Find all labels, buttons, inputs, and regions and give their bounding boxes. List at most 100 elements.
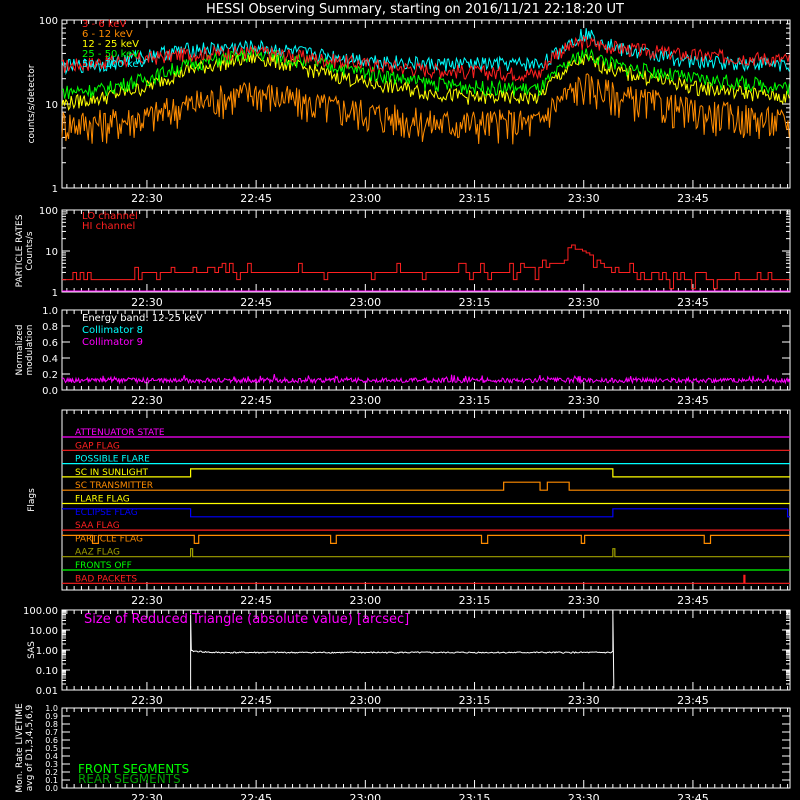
flag-label: BAD PACKETS [75, 574, 137, 584]
y-tick-label: 0.4 [45, 752, 58, 761]
y-axis-label-particle: PARTICLE RATESCounts/s [15, 214, 35, 287]
x-tick-label: 22:45 [240, 192, 272, 205]
series-line-LOchannel [62, 244, 790, 290]
y-tick-label: 10 [45, 247, 58, 258]
figure-title: HESSI Observing Summary, starting on 201… [206, 2, 624, 17]
flag-label: SC TRANSMITTER [75, 481, 153, 491]
legend-entry: HI channel [82, 221, 135, 232]
legend-entry: 3 - 6 keV [82, 19, 126, 30]
legend-entry: 6 - 12 keV [82, 29, 133, 40]
legend-entry: Size of Reduced Triangle (absolute value… [84, 612, 409, 627]
flag-line-aaz-flag [62, 548, 790, 558]
y-tick-label: 0.6 [45, 736, 58, 745]
panel-6: 22:30 22:45 23:00 23:15 23:30 23:450.00.10.20… [45, 704, 791, 800]
y-axis-label-counts: counts/s/detector [27, 64, 37, 143]
series-line-6-12keV [61, 73, 790, 145]
x-tick-label: 22:30 [131, 296, 163, 309]
x-tick-label: 23:00 [349, 296, 381, 309]
x-tick-label: 22:30 [131, 192, 163, 205]
flag-label: FLARE FLAG [75, 495, 130, 505]
x-tick-label: 22:30 [131, 694, 163, 707]
y-tick-label: 0.9 [45, 712, 58, 721]
y-tick-label: 0.0 [45, 784, 58, 793]
y-tick-label: 0.7 [45, 728, 58, 737]
x-tick-label: 23:30 [568, 694, 600, 707]
x-tick-label: 23:45 [677, 792, 709, 800]
series-line-sas-triangle [190, 610, 615, 689]
y-tick-label: 1 [52, 184, 58, 195]
x-tick-label: 23:15 [459, 394, 491, 407]
x-tick-label: 22:45 [240, 594, 272, 607]
y-tick-label: 0.01 [36, 686, 58, 697]
x-tick-label: 23:45 [677, 296, 709, 309]
x-tick-label: 23:00 [349, 792, 381, 800]
legend-entry: 50 - 100 keV [82, 59, 146, 70]
y-tick-label: 0.2 [42, 370, 58, 381]
y-tick-label: 10 [45, 100, 58, 111]
x-tick-label: 22:30 [131, 394, 163, 407]
panel-3: 22:30 22:45 23:00 23:15 23:30 23:45 0.0 0.2 0.4 0… [42, 306, 791, 407]
x-tick-label: 23:45 [677, 594, 709, 607]
y-tick-label: 0.10 [36, 666, 58, 677]
y-tick-label: 0.2 [45, 768, 58, 777]
x-tick-label: 23:00 [349, 694, 381, 707]
x-tick-label: 23:15 [459, 694, 491, 707]
x-tick-label: 22:45 [240, 296, 272, 309]
flag-line-eclipse-flag [62, 508, 790, 518]
y-axis-label-livetime: Mon. Rate LIVETIMEavg of D1,3,4,5,6,9 [15, 703, 35, 793]
legend-entry: Collimator 8 [82, 325, 143, 336]
panel-4: 22:30 22:45 23:00 23:15 23:30 23:45 ATTENUATOR… [61, 409, 791, 607]
legend-entry: Collimator 9 [82, 337, 143, 348]
flag-label: SAA FLAG [75, 521, 120, 531]
y-tick-label: 100 [39, 206, 58, 217]
series-line-12-25keV [61, 52, 790, 111]
panel-2: 22:30 22:45 23:00 23:15 23:30 23:45 1 10 100 LO c… [39, 206, 791, 309]
flag-label: GAP FLAG [75, 441, 120, 451]
x-tick-label: 22:30 [131, 792, 163, 800]
x-tick-label: 23:45 [677, 192, 709, 205]
panel-4-frame [61, 409, 791, 591]
y-tick-label: 10.00 [29, 626, 58, 637]
panel-3-frame [61, 309, 791, 391]
y-tick-label: 1 [52, 288, 58, 299]
x-tick-label: 23:30 [568, 192, 600, 205]
flag-label: PARTICLE FLAG [75, 534, 143, 544]
x-tick-label: 23:45 [677, 394, 709, 407]
flag-label: FRONTS OFF [75, 561, 132, 571]
flag-label: POSSIBLE FLARE [75, 455, 150, 465]
x-tick-label: 23:30 [568, 792, 600, 800]
y-tick-label: 1.0 [42, 306, 58, 317]
x-tick-label: 23:00 [349, 394, 381, 407]
y-axis-label-sas: SAS [27, 641, 37, 659]
series-line-collimator9 [61, 374, 791, 385]
flag-line-sc-in-sunlight [62, 468, 790, 478]
y-tick-label: 0.0 [42, 386, 58, 397]
legend-entry: Energy band: 12-25 keV [82, 313, 203, 324]
y-tick-label: 0.8 [45, 720, 58, 729]
x-tick-label: 22:45 [240, 694, 272, 707]
y-tick-label: 1.0 [45, 704, 58, 713]
x-tick-label: 23:15 [459, 594, 491, 607]
y-axis-label-flags: Flags [27, 488, 37, 512]
y-tick-label: 0.6 [42, 338, 58, 349]
legend-entry: 25 - 50 keV [82, 49, 139, 60]
flag-label: AAZ FLAG [75, 548, 120, 558]
y-tick-label: 100 [39, 16, 58, 27]
y-axis-label-modulation: Normalizedmodulation [15, 324, 35, 375]
legend-entry: FRONT SEGMENTS [78, 762, 189, 776]
flag-line-particle-flag [62, 534, 790, 544]
x-tick-label: 22:45 [240, 394, 272, 407]
legend-entry: LO channel [82, 211, 138, 222]
legend-entry: REAR SEGMENTS [78, 772, 181, 786]
y-tick-label: 1.00 [36, 646, 58, 657]
x-tick-label: 23:15 [459, 192, 491, 205]
x-tick-label: 23:15 [459, 792, 491, 800]
panel-1-frame [61, 19, 791, 189]
x-tick-label: 23:00 [349, 192, 381, 205]
x-tick-label: 23:00 [349, 594, 381, 607]
y-tick-label: 0.5 [45, 744, 58, 753]
flag-label: ATTENUATOR STATE [75, 428, 165, 438]
flag-label: ECLIPSE FLAG [75, 508, 138, 518]
series-line-25-50keV [61, 46, 790, 99]
